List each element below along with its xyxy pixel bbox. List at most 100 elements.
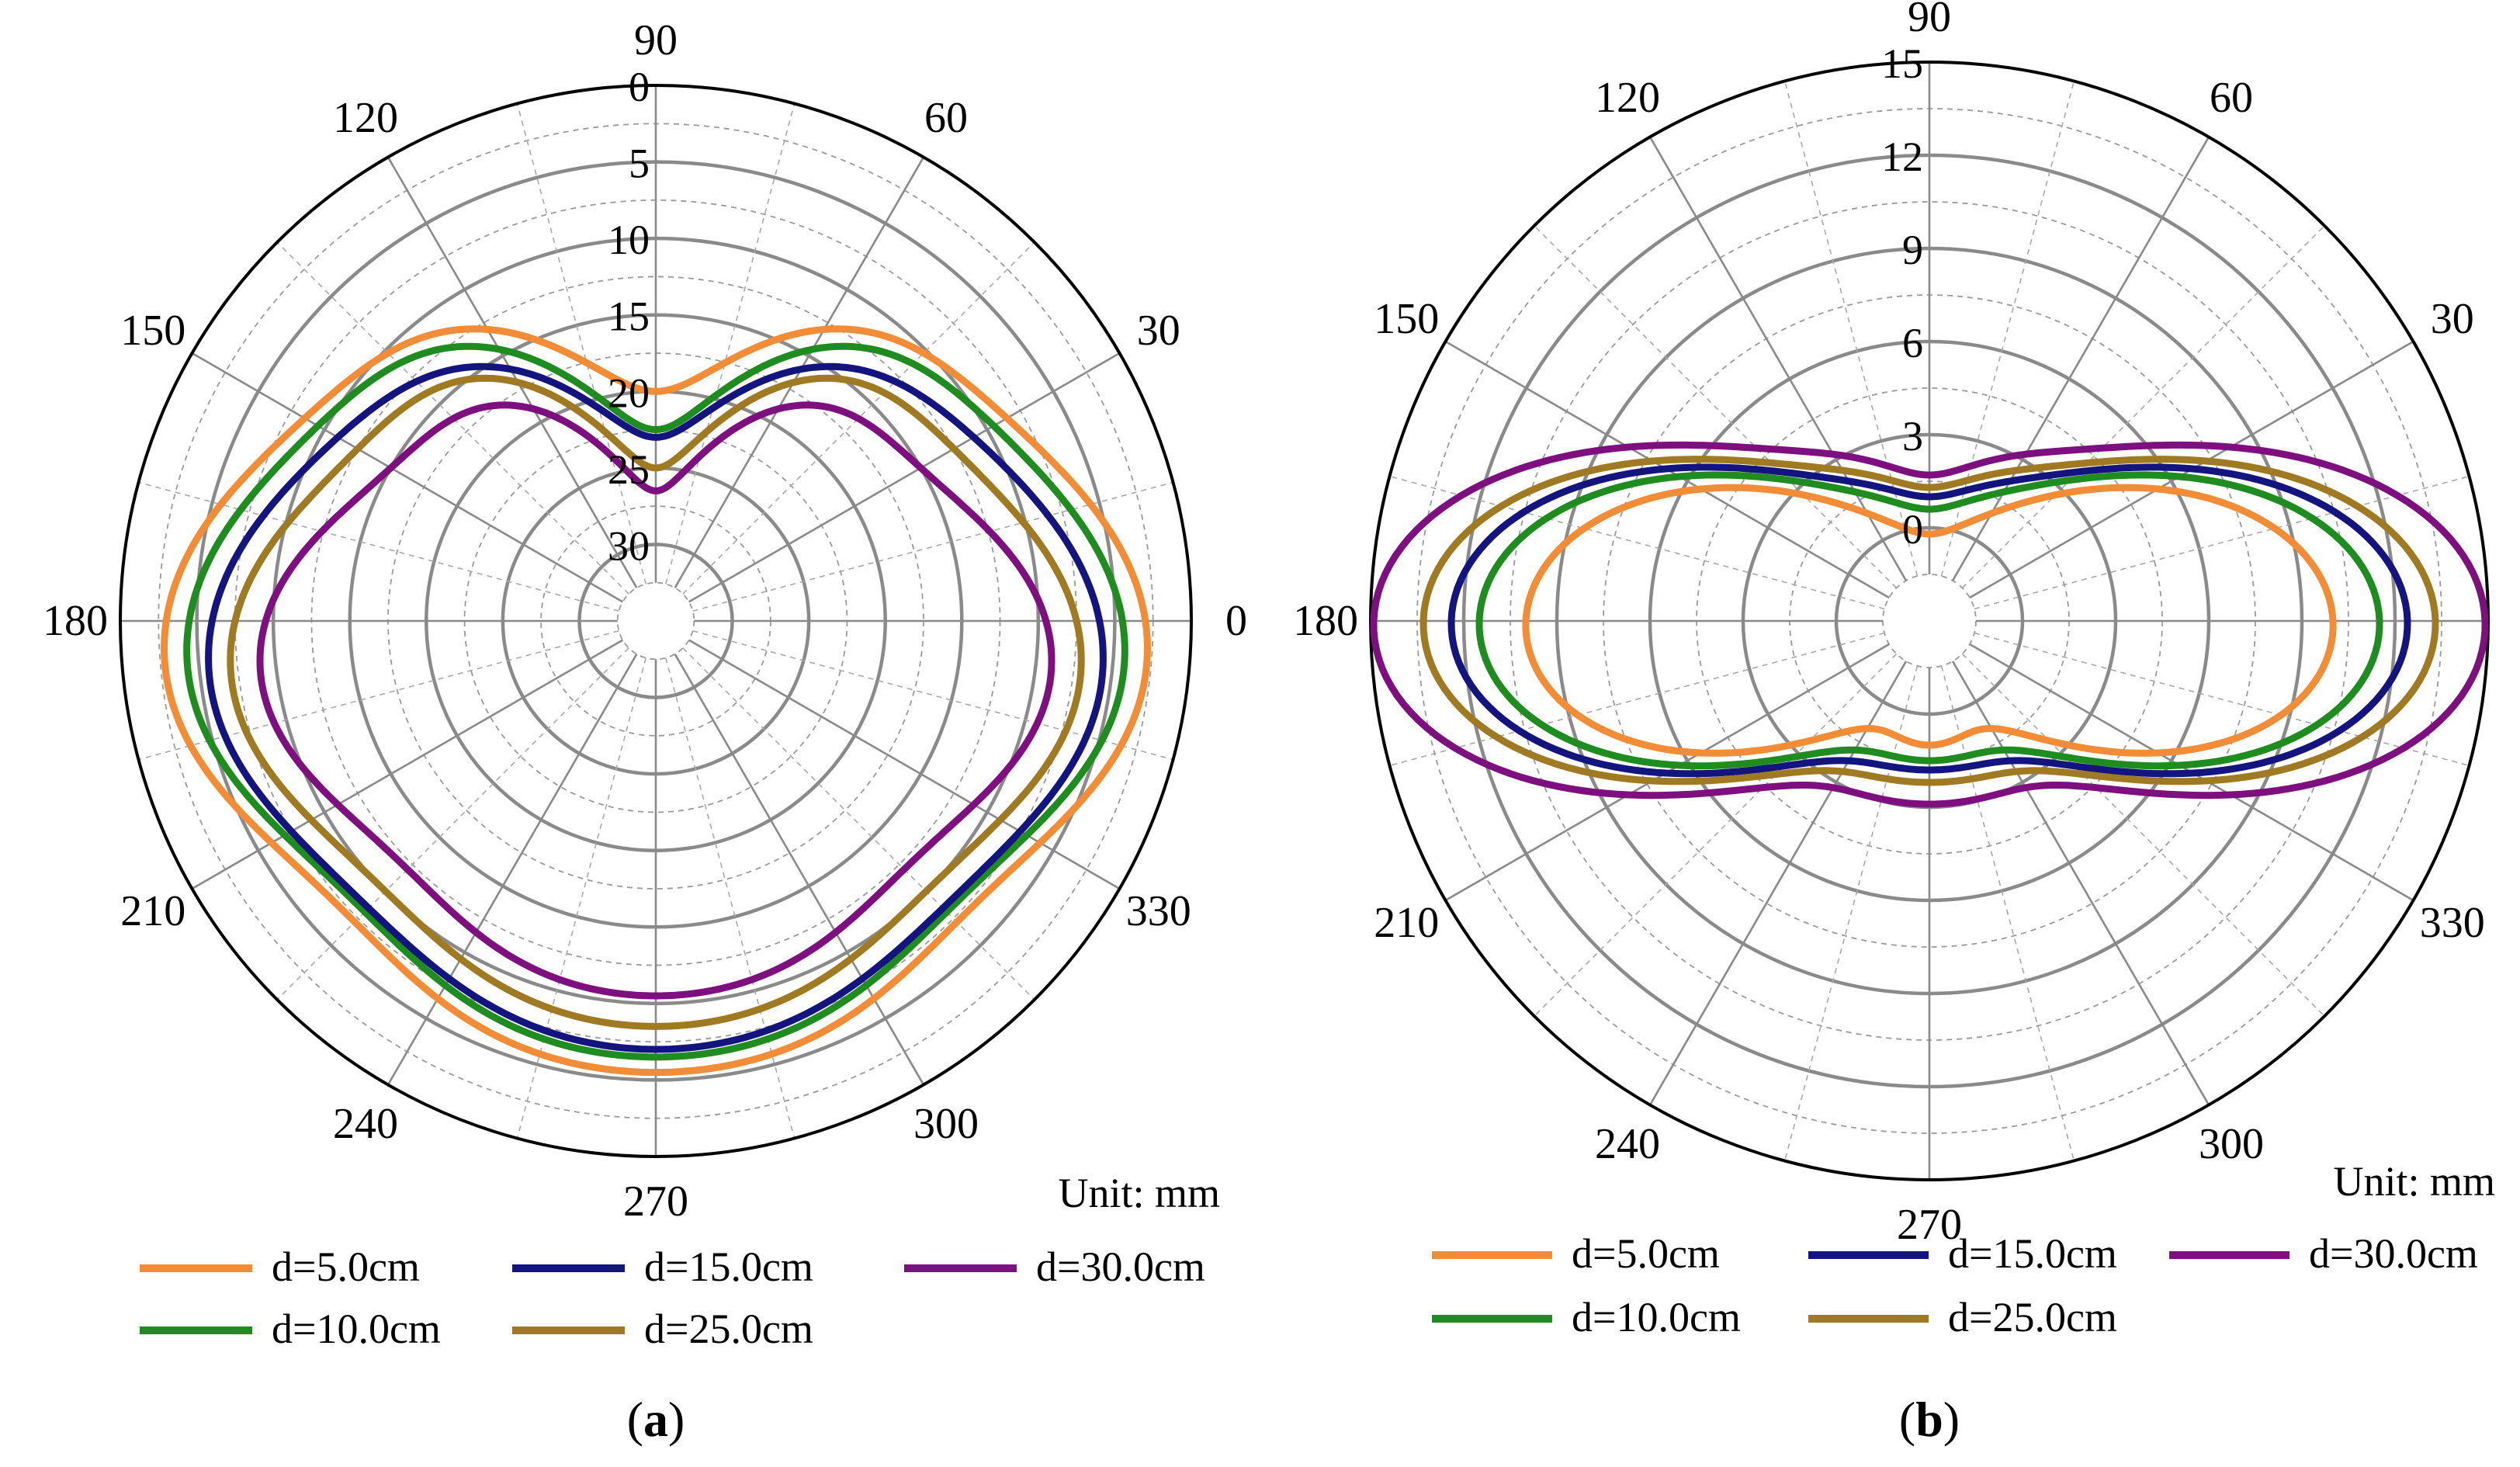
angle-tick-label: 0 [1225, 597, 1247, 645]
legend-label: d=25.0cm [644, 1306, 813, 1352]
radial-tick-label: 20 [608, 369, 650, 416]
panel-letter-b: b [1915, 1392, 1943, 1447]
radial-tick-label: 10 [608, 217, 650, 263]
legend-label: d=5.0cm [272, 1243, 420, 1290]
series-line-d-5-0cm [161, 325, 1151, 1077]
panel-label-b: (b) [1899, 1392, 1960, 1447]
series-layer-b [1370, 441, 2489, 808]
major-spoke [1648, 661, 1908, 1106]
legend-label: d=5.0cm [1572, 1230, 1720, 1277]
legend-b: d=5.0cm d=15.0cm d=30.0cm d=10.0cm d=25.0cm [1432, 1230, 2478, 1340]
major-spoke [1951, 136, 2210, 581]
angle-tick-label: 60 [924, 94, 968, 142]
series-line-d-30-0cm [256, 401, 1055, 1000]
legend-label: d=10.0cm [1572, 1294, 1741, 1340]
minor-spoke [1961, 225, 2325, 589]
tick-labels-a: 0510152025300306090120150180210240270300… [43, 16, 1247, 1226]
chart-panel-a: 0510152025300306090120150180210240270300… [43, 16, 1247, 1447]
angle-tick-label: 240 [333, 1100, 398, 1148]
legend-a: d=5.0cm d=15.0cm d=30.0cm d=10.0cm d=25.0cm [140, 1243, 1205, 1352]
major-spoke [1648, 136, 1908, 581]
panel-letter-a: a [643, 1392, 668, 1447]
radial-tick-label: 6 [1902, 320, 1923, 366]
major-spoke [191, 639, 623, 890]
angle-tick-label: 210 [1374, 899, 1439, 947]
outer-circle [119, 84, 1193, 1158]
minor-spoke [1974, 632, 2470, 767]
angle-tick-label: 120 [1595, 74, 1660, 122]
series-line-d-10-0cm [183, 342, 1128, 1061]
tick-labels-b: 036912150306090120150180210240270300330 [1293, 0, 2485, 1249]
minor-spoke [516, 103, 647, 584]
panel-label-a: (a) [627, 1392, 685, 1447]
unit-label-b: Unit: mm [2333, 1158, 2495, 1205]
angle-tick-label: 180 [1293, 597, 1358, 645]
radial-tick-label: 5 [629, 140, 650, 187]
radial-tick-label: 3 [1902, 413, 1923, 460]
legend-label: d=25.0cm [1948, 1294, 2117, 1340]
series-line-d-15-0cm [205, 362, 1107, 1053]
series-line-d-10-0cm [1475, 471, 2383, 770]
series-layer-a [161, 325, 1151, 1077]
radial-tick-label: 15 [608, 293, 650, 340]
minor-spoke [1974, 475, 2470, 610]
series-line-d-30-0cm [1370, 441, 2489, 808]
angle-tick-label: 300 [913, 1100, 979, 1148]
minor-spoke [138, 629, 619, 761]
minor-spoke [1534, 225, 1898, 589]
major-spoke [688, 639, 1121, 890]
major-spoke [386, 654, 638, 1086]
unit-label-a: Unit: mm [1058, 1170, 1220, 1216]
minor-spoke [1389, 475, 1885, 610]
angle-tick-label: 330 [2420, 899, 2485, 947]
angle-tick-label: 30 [2431, 295, 2474, 343]
minor-spoke [1783, 665, 1919, 1161]
angle-tick-label: 300 [2199, 1120, 2264, 1168]
minor-spoke [682, 647, 1035, 1001]
radial-tick-label: 30 [608, 522, 650, 569]
radial-tick-label: 25 [608, 446, 650, 493]
series-line-d-25-0cm [1419, 456, 2439, 786]
minor-spoke [516, 657, 647, 1139]
minor-spoke [1389, 632, 1885, 767]
chart-panel-b: 036912150306090120150180210240270300330 … [1293, 0, 2495, 1447]
major-spoke [1951, 661, 2210, 1106]
minor-spoke [1961, 653, 2325, 1017]
minor-spoke [682, 241, 1035, 595]
minor-spoke [1534, 653, 1898, 1017]
angle-tick-label: 150 [1374, 295, 1439, 343]
radial-tick-label: 0 [1902, 506, 1923, 553]
legend-label: d=30.0cm [1036, 1243, 1205, 1290]
major-spoke [688, 352, 1121, 603]
angle-tick-label: 210 [120, 887, 185, 935]
major-spoke [191, 352, 623, 603]
minor-spoke [1940, 665, 2075, 1161]
angle-tick-label: 180 [43, 597, 108, 645]
angle-tick-label: 330 [1126, 887, 1191, 935]
radial-tick-label: 15 [1881, 40, 1923, 87]
angle-tick-label: 30 [1137, 307, 1180, 355]
legend-label: d=15.0cm [644, 1243, 813, 1290]
angle-tick-label: 270 [623, 1177, 688, 1226]
minor-spoke [276, 241, 629, 595]
minor-spoke [664, 657, 796, 1139]
minor-spoke [276, 647, 629, 1001]
polar-grid-a [119, 84, 1193, 1158]
legend-label: d=10.0cm [272, 1306, 441, 1352]
minor-spoke [664, 103, 796, 584]
legend-label: d=30.0cm [2309, 1230, 2478, 1277]
radial-tick-label: 9 [1902, 227, 1923, 273]
series-line-d-5-0cm [1522, 484, 2337, 757]
radial-tick-label: 0 [629, 64, 650, 110]
angle-tick-label: 240 [1595, 1120, 1660, 1168]
series-line-d-25-0cm [227, 374, 1085, 1030]
angle-tick-label: 90 [634, 16, 678, 64]
angle-tick-label: 90 [1908, 0, 1951, 41]
angle-tick-label: 270 [1897, 1201, 1962, 1249]
angle-tick-label: 120 [333, 94, 398, 142]
legend-label: d=15.0cm [1948, 1230, 2117, 1277]
series-line-d-15-0cm [1447, 463, 2411, 778]
minor-spoke [692, 629, 1173, 761]
angle-tick-label: 150 [120, 307, 185, 355]
